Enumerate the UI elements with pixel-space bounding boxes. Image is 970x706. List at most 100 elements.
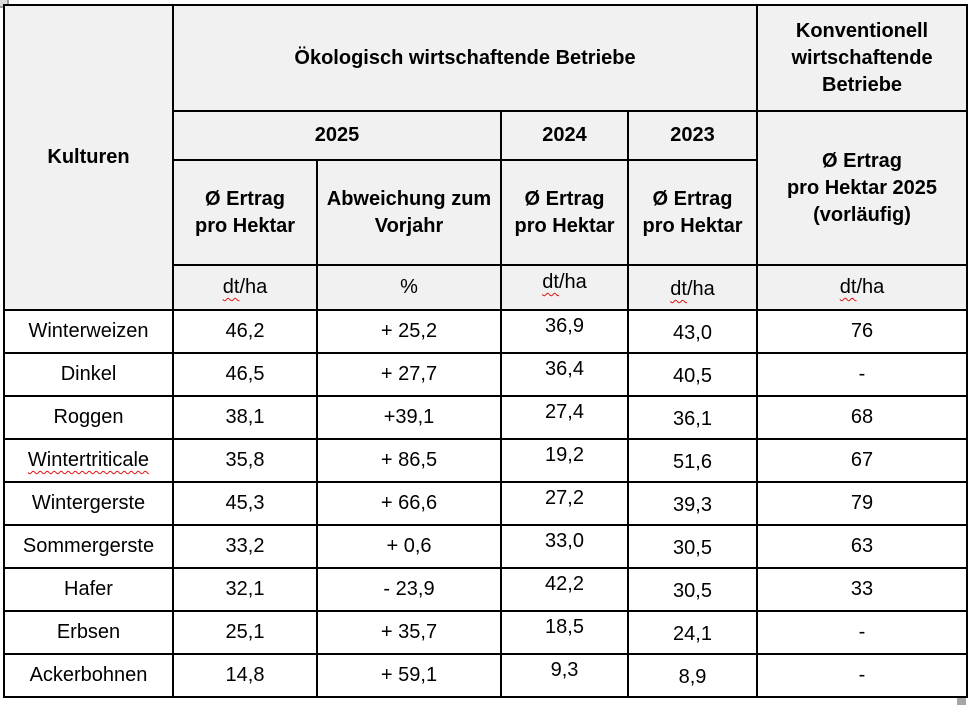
- eco-yield-2023-cell: 36,1: [626, 395, 759, 440]
- eco-yield-2024-cell: 27,4: [500, 395, 629, 440]
- cell-value: 18,5: [545, 616, 584, 638]
- cell-value: + 66,6: [380, 492, 438, 514]
- header-ertrag-2024: Ø Ertrag pro Hektar: [500, 159, 629, 266]
- cell-value: 46,5: [225, 363, 265, 385]
- cell-value: 19,2: [545, 444, 584, 466]
- cell-value: 36,1: [673, 408, 712, 430]
- header-row-years: 2025 2024 2023 Ø Ertrag pro Hektar 2025 …: [4, 110, 969, 266]
- crop-name-cell: Wintergerste: [3, 481, 174, 526]
- cell-value: 39,3: [673, 494, 712, 516]
- deviation-cell: + 25,2: [316, 309, 502, 354]
- cell-value: + 59,1: [380, 664, 438, 686]
- eco-yield-2024-cell: 33,0: [500, 524, 629, 569]
- cell-value: 30,5: [673, 580, 712, 602]
- header-kulturen: Kulturen: [3, 4, 174, 311]
- cell-value: 42,2: [545, 573, 584, 595]
- eco-yield-2025-cell: 46,5: [172, 352, 318, 397]
- table-resize-handle[interactable]: [957, 698, 966, 705]
- cell-value: 36,9: [545, 315, 584, 337]
- cell-value: 35,8: [225, 449, 265, 471]
- unit-cell-deviation: %: [316, 264, 502, 311]
- cell-value: 27,4: [545, 401, 584, 423]
- crop-name-cell: Winterweizen: [3, 309, 174, 354]
- eco-yield-2023-cell: 8,9: [626, 653, 759, 698]
- cell-value: + 27,7: [380, 363, 438, 385]
- eco-yield-2025-cell: 35,8: [172, 438, 318, 483]
- cell-value: 30,5: [673, 537, 712, 559]
- deviation-cell: + 59,1: [316, 653, 502, 698]
- eco-yield-2025-cell: 38,1: [172, 395, 318, 440]
- crop-name-cell: Ackerbohnen: [3, 653, 174, 698]
- unit-text: /ha: [856, 276, 885, 298]
- eco-yield-2024-cell: 42,2: [500, 567, 629, 612]
- table-row: Hafer 32,1 - 23,9 42,2 30,5 33: [3, 567, 969, 612]
- deviation-cell: - 23,9: [316, 567, 502, 612]
- header-abweichung: Abweichung zum Vorjahr: [316, 159, 502, 266]
- table-row: Erbsen 25,1 + 35,7 18,5 24,1 -: [3, 610, 969, 655]
- unit-text: /ha: [558, 271, 587, 293]
- unit-text: %: [400, 276, 418, 298]
- unit-text: /ha: [686, 278, 715, 300]
- cell-value: 63: [850, 535, 874, 557]
- unit-text: /ha: [239, 276, 268, 298]
- eco-yield-2025-cell: 45,3: [172, 481, 318, 526]
- crop-name: Roggen: [53, 406, 124, 428]
- unit-text-misspelled: dt: [839, 276, 857, 298]
- deviation-cell: + 86,5: [316, 438, 502, 483]
- table-row: Ackerbohnen 14,8 + 59,1 9,3 8,9 -: [3, 653, 969, 698]
- cell-value: 40,5: [673, 365, 712, 387]
- header-year-2024: 2024: [500, 110, 629, 161]
- cell-value: 46,2: [225, 320, 265, 342]
- eco-yield-2024-cell: 27,2: [500, 481, 629, 526]
- cell-value: -: [858, 664, 866, 686]
- cell-value: 51,6: [673, 451, 712, 473]
- crop-name-cell: Hafer: [3, 567, 174, 612]
- deviation-cell: + 66,6: [316, 481, 502, 526]
- cell-value: 76: [850, 320, 874, 342]
- eco-yield-2025-cell: 32,1: [172, 567, 318, 612]
- cell-value: + 0,6: [386, 535, 432, 557]
- eco-yield-2024-cell: 9,3: [500, 653, 629, 698]
- table-row: Winterweizen 46,2 + 25,2 36,9 43,0 76: [3, 309, 969, 354]
- cell-value: 43,0: [673, 322, 712, 344]
- header-eco-group: Ökologisch wirtschaftende Betriebe: [171, 4, 759, 112]
- header-ertrag-2023: Ø Ertrag pro Hektar: [626, 159, 759, 266]
- crop-name: Sommergerste: [22, 535, 155, 557]
- table-row: Wintertriticale 35,8 + 86,5 19,2 51,6 67: [3, 438, 969, 483]
- conv-yield-2025-cell: -: [756, 352, 969, 397]
- crop-name: Wintergerste: [31, 492, 146, 514]
- yield-table: Kulturen Ökologisch wirtschaftende Betri…: [3, 4, 969, 698]
- cell-value: 79: [850, 492, 874, 514]
- cell-value: 33: [850, 578, 874, 600]
- table-row: Roggen 38,1 +39,1 27,4 36,1 68: [3, 395, 969, 440]
- deviation-cell: + 0,6: [316, 524, 502, 569]
- unit-cell-eco-2023: dt/ha: [626, 264, 759, 311]
- crop-name-cell: Dinkel: [3, 352, 174, 397]
- conv-yield-2025-cell: -: [756, 653, 969, 698]
- header-conv-ertrag: Ø Ertrag pro Hektar 2025 (vorläufig): [756, 110, 969, 266]
- unit-text-misspelled: dt: [222, 276, 240, 298]
- eco-yield-2025-cell: 46,2: [172, 309, 318, 354]
- cell-value: 68: [850, 406, 874, 428]
- conv-yield-2025-cell: 79: [756, 481, 969, 526]
- crop-name-cell: Erbsen: [3, 610, 174, 655]
- header-year-2023: 2023: [626, 110, 759, 161]
- cell-value: +39,1: [383, 406, 435, 428]
- eco-yield-2023-cell: 43,0: [626, 309, 759, 354]
- cell-value: 36,4: [545, 358, 584, 380]
- header-year-2025: 2025: [172, 110, 502, 161]
- deviation-cell: + 35,7: [316, 610, 502, 655]
- eco-yield-2023-cell: 30,5: [626, 524, 759, 569]
- header-conv-group: Konventionell wirtschaftende Betriebe: [756, 4, 969, 112]
- eco-yield-2025-cell: 25,1: [172, 610, 318, 655]
- crop-name-cell: Roggen: [3, 395, 174, 440]
- eco-yield-2023-cell: 40,5: [626, 352, 759, 397]
- cell-value: - 23,9: [383, 578, 435, 600]
- conv-yield-2025-cell: 63: [756, 524, 969, 569]
- header-row-measures: Ø Ertrag pro Hektar Abweichung zum Vorja…: [4, 159, 967, 266]
- deviation-cell: +39,1: [316, 395, 502, 440]
- table-row: Wintergerste 45,3 + 66,6 27,2 39,3 79: [3, 481, 969, 526]
- cell-value: 14,8: [225, 664, 265, 686]
- cell-value: 25,1: [225, 621, 265, 643]
- unit-text-misspelled: dt: [542, 271, 559, 293]
